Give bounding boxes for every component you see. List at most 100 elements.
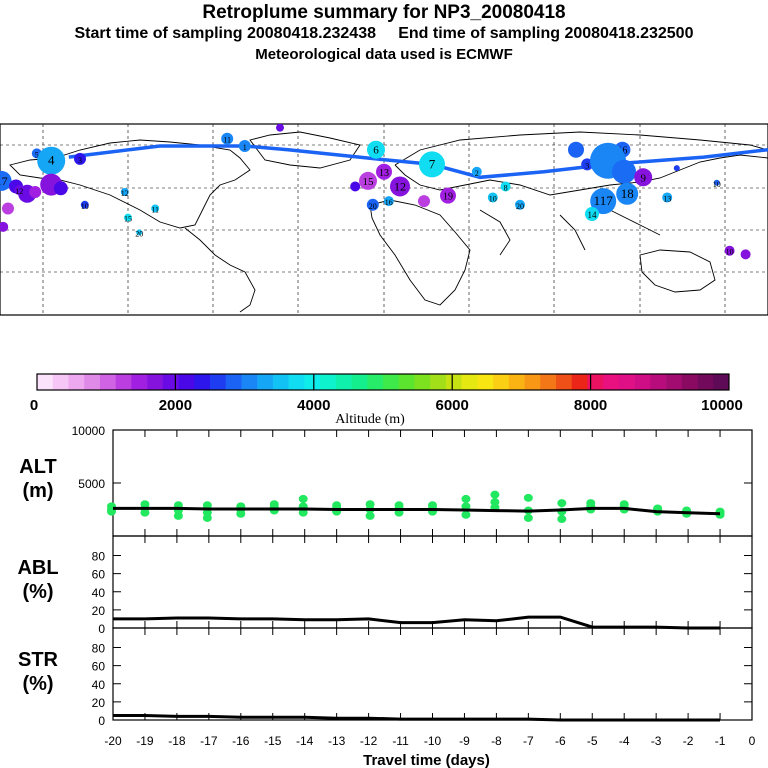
alt-point (461, 502, 471, 511)
plume-point (0, 221, 9, 232)
colorbar-swatch (52, 374, 69, 390)
plume-point-label: 117 (594, 193, 614, 208)
panel-frame (112, 627, 753, 721)
colorbar-tick-label: 0 (30, 397, 38, 414)
x-tick-label: -18 (168, 734, 186, 748)
panel-ylabel: ALT (19, 456, 56, 478)
alt-point (365, 500, 375, 509)
panel-ylabel: ABL (17, 557, 58, 579)
plume-point (80, 200, 89, 209)
y-tick-label: 20 (92, 604, 106, 618)
y-tick-label: 0 (98, 622, 105, 636)
plume-point-label: 9 (640, 172, 646, 184)
alt-point (461, 494, 471, 503)
plume-point (500, 181, 511, 192)
plume-point-label: 3 (78, 156, 82, 165)
x-tick-label: -5 (587, 734, 598, 748)
plume-point-label: 3 (585, 161, 589, 170)
plume-point-label: 17 (0, 174, 8, 188)
plume-point (634, 168, 653, 187)
colorbar-swatch (162, 374, 179, 390)
x-tick-label: -3 (651, 734, 662, 748)
alt-point (461, 510, 471, 519)
plume-point (359, 171, 377, 190)
plume-point (350, 181, 361, 192)
x-tick-label: -16 (232, 734, 250, 748)
plume-point (390, 176, 410, 197)
plume-point (585, 206, 599, 221)
y-tick-label: 80 (92, 550, 106, 564)
colorbar-swatch (430, 374, 447, 390)
plume-point-label: 6 (373, 145, 379, 157)
plume-point (612, 159, 636, 184)
plume-point (724, 245, 735, 256)
alt-point (298, 494, 308, 503)
plume-point-label: 15 (124, 215, 132, 224)
x-tick-label: -20 (104, 734, 122, 748)
plume-point-label: 13 (379, 168, 389, 179)
alt-point (269, 500, 279, 509)
plume-point (616, 182, 639, 205)
colorbar-swatch (508, 374, 525, 390)
plume-point-label: 2 (475, 169, 479, 178)
plume-points: 1754312101211152011161513122016719281020… (0, 124, 751, 260)
plume-point (276, 124, 284, 132)
plume-point (740, 249, 751, 260)
x-tick-label: -6 (555, 734, 566, 748)
alt-median-line (113, 506, 721, 516)
colorbar-swatch (194, 374, 211, 390)
str-line (113, 714, 720, 722)
plume-point (418, 195, 430, 208)
alt-point (490, 498, 500, 507)
colorbar-swatch (713, 374, 730, 390)
colorbar-swatch (666, 374, 683, 390)
plume-point (419, 151, 445, 178)
x-axis-label: Travel time (days) (363, 752, 490, 768)
colorbar-swatch (383, 374, 400, 390)
plume-point (0, 170, 12, 191)
colorbar-swatch (272, 374, 289, 390)
plume-point (53, 181, 68, 196)
colorbar-swatch (414, 374, 431, 390)
alt-point (140, 500, 150, 509)
colorbar-swatch (398, 374, 415, 390)
plume-point (367, 140, 385, 159)
alt-point (202, 501, 212, 510)
plume-point-label: 11 (223, 136, 231, 145)
coastlines (9, 131, 768, 313)
y-tick-label: 60 (92, 660, 106, 674)
colorbar-tick-label: 4000 (297, 397, 330, 414)
plume-point (673, 165, 680, 172)
x-tick-label: -10 (424, 734, 442, 748)
plume-point-label: 5 (35, 150, 39, 159)
plume-point (136, 229, 143, 236)
time-series-panels: ALT(m)100005000ABL(%)806040200STR(%)8060… (17, 424, 755, 768)
plume-point-label: 10 (726, 248, 734, 257)
x-tick-label: -8 (491, 734, 502, 748)
plume-point (713, 179, 720, 186)
plume-point-label: 7 (429, 156, 436, 171)
colorbar-swatch (650, 374, 667, 390)
colorbar-tick-label: 2000 (159, 397, 192, 414)
x-tick-label: -1 (715, 734, 726, 748)
plume-point-label: 4 (48, 153, 55, 168)
plume-point (440, 187, 456, 204)
plume-point (366, 198, 379, 211)
x-tick-label: -2 (683, 734, 694, 748)
y-tick-label: 80 (92, 642, 106, 656)
plume-point-label: 10 (489, 194, 497, 203)
plume-point-label: 15 (363, 176, 375, 188)
plume-point (662, 192, 673, 203)
chart-title: Retroplume summary for NP3_20080418 (202, 2, 566, 23)
alt-point (298, 508, 308, 517)
alt-point (523, 513, 533, 522)
y-tick-label: 10000 (72, 424, 106, 438)
x-tick-label: -17 (200, 734, 218, 748)
plume-point (383, 196, 394, 207)
plume-point-label: 20 (516, 202, 524, 211)
panel-ylabel: (%) (22, 673, 53, 695)
x-tick-label: -11 (392, 734, 409, 748)
colorbar-tick-label: 10000 (701, 397, 743, 414)
colorbar-label: Altitude (m) (335, 412, 405, 427)
